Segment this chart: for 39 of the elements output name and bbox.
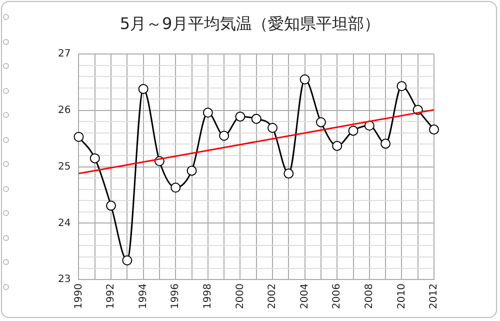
point bbox=[429, 124, 439, 135]
point bbox=[235, 112, 246, 122]
x-tick-label: 1996 bbox=[170, 284, 182, 310]
y-tick-label: 23 bbox=[58, 274, 71, 286]
x-tick-label: 1994 bbox=[138, 284, 149, 310]
x-tick-label: 2004 bbox=[299, 284, 310, 310]
point bbox=[348, 126, 358, 136]
x-tick-label: 2006 bbox=[332, 284, 343, 310]
x-tick-label: 2008 bbox=[364, 284, 375, 310]
point bbox=[186, 166, 197, 176]
point bbox=[332, 140, 342, 151]
point bbox=[202, 108, 213, 118]
point bbox=[364, 120, 374, 131]
point bbox=[138, 84, 148, 94]
point bbox=[284, 168, 294, 179]
y-tick-label: 24 bbox=[58, 218, 71, 229]
point bbox=[170, 182, 181, 193]
point bbox=[251, 114, 262, 124]
chart-title: 5月～9月平均気温（愛知県平坦部） bbox=[118, 14, 382, 35]
point bbox=[122, 255, 132, 266]
point bbox=[396, 81, 407, 92]
y-tick-label: 27 bbox=[58, 48, 71, 60]
y-tick-label: 25 bbox=[58, 161, 71, 172]
x-tick-label: 1990 bbox=[73, 284, 84, 310]
y-tick-label: 26 bbox=[58, 104, 71, 116]
x-tick-label: 2000 bbox=[234, 284, 246, 310]
point bbox=[316, 117, 326, 128]
point bbox=[74, 132, 84, 142]
point bbox=[300, 74, 310, 84]
point bbox=[219, 130, 230, 141]
point bbox=[380, 138, 391, 149]
x-tick-label: 1998 bbox=[202, 284, 214, 310]
x-tick-label: 2002 bbox=[267, 284, 278, 310]
x-tick-label: 1992 bbox=[106, 284, 117, 310]
point bbox=[268, 122, 278, 133]
x-tick-label: 2010 bbox=[396, 284, 408, 310]
x-tick-label: 2012 bbox=[428, 284, 440, 310]
point bbox=[90, 153, 100, 164]
point bbox=[106, 200, 116, 211]
